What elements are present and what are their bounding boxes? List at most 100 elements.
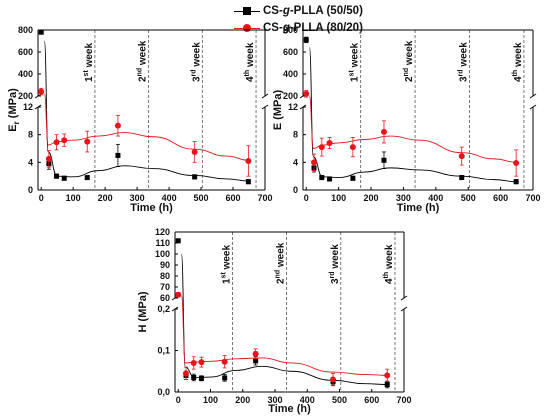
data-point-square	[191, 374, 197, 380]
y-axis-label: Er (MPa)	[7, 88, 21, 132]
data-point-circle	[513, 160, 520, 167]
x-tick-label: 500	[194, 193, 209, 203]
y-tick-label: 100	[155, 249, 170, 259]
x-tick-label: 100	[66, 193, 81, 203]
data-point-circle	[384, 372, 391, 379]
x-tick-label: 500	[332, 395, 347, 405]
x-axis-label: Time (h)	[268, 403, 311, 415]
x-tick-label: 400	[162, 193, 177, 203]
y-tick-label: 0	[293, 185, 298, 195]
y-tick-label: 0,2	[157, 304, 170, 314]
data-point-square	[303, 37, 309, 43]
y-tick-label: 4	[28, 157, 33, 167]
y-tick-label: 600	[18, 47, 33, 57]
data-point-circle	[190, 359, 197, 366]
x-tick-label: 600	[226, 193, 241, 203]
data-point-circle	[311, 159, 318, 166]
legend-entry-50-50: CS-g-PLLA (50/50)	[234, 2, 363, 19]
week-label: 4th week	[244, 42, 256, 82]
x-tick-label: 700	[525, 193, 540, 203]
fit-curve-red	[43, 93, 250, 161]
data-point-circle	[221, 358, 228, 365]
data-point-circle	[45, 155, 52, 162]
x-axis-label: Time (h)	[397, 202, 440, 214]
x-tick-label: 0	[304, 193, 309, 203]
data-point-square	[198, 375, 204, 381]
data-point-square	[222, 375, 228, 381]
week-label: 4th week	[383, 244, 395, 284]
x-tick-label: 400	[300, 395, 315, 405]
y-tick-label: 0,0	[157, 387, 170, 397]
data-point-circle	[330, 376, 337, 383]
axis-break-mark	[261, 93, 269, 99]
data-point-circle	[245, 157, 252, 164]
x-tick-label: 300	[396, 193, 411, 203]
fit-curve-red	[309, 95, 517, 163]
y-tick-label: 0,1	[157, 346, 170, 356]
fit-curve-red	[181, 295, 388, 376]
axis-break-mark	[529, 93, 537, 99]
legend-marker-circle	[234, 22, 260, 34]
y-tick-label: 0	[28, 185, 33, 195]
data-point-circle	[303, 90, 310, 97]
x-tick-label: 200	[98, 193, 113, 203]
fit-curve-black	[309, 47, 517, 183]
data-point-circle	[198, 359, 205, 366]
y-axis-label: E (MPa)	[272, 89, 284, 130]
data-point-circle	[84, 138, 91, 145]
data-point-square	[192, 174, 198, 180]
data-point-square	[253, 358, 259, 364]
data-point-circle	[175, 291, 182, 298]
x-tick-label: 100	[203, 395, 218, 405]
data-point-square	[350, 175, 356, 181]
y-tick-label: 110	[155, 238, 170, 248]
data-point-circle	[252, 350, 259, 357]
data-point-circle	[53, 139, 60, 146]
axis-break-mark	[529, 104, 537, 110]
data-point-circle	[326, 139, 333, 146]
y-tick-label: 400	[283, 69, 298, 79]
x-tick-label: 0	[39, 193, 44, 203]
x-tick-label: 300	[130, 193, 145, 203]
y-tick-label: 120	[155, 227, 170, 237]
axis-break-mark	[400, 306, 408, 312]
data-point-square	[459, 175, 465, 181]
y-tick-label: 600	[283, 47, 298, 57]
x-tick-label: 700	[257, 193, 272, 203]
y-tick-label: 800	[18, 25, 33, 35]
x-tick-label: 400	[428, 193, 443, 203]
week-label: 4th week	[512, 42, 524, 82]
week-label: 1st week	[349, 43, 361, 82]
y-tick-label: 8	[28, 130, 33, 140]
x-tick-label: 100	[331, 193, 346, 203]
legend-marker-square	[234, 5, 260, 17]
week-label: 3rd week	[190, 42, 202, 82]
y-tick-label: 400	[18, 69, 33, 79]
legend-label: CS-g-PLLA (50/50)	[263, 4, 363, 17]
data-point-circle	[182, 370, 189, 377]
data-point-square	[115, 152, 121, 158]
data-point-circle	[318, 144, 325, 151]
week-label: 2nd week	[275, 242, 287, 284]
data-point-circle	[380, 128, 387, 135]
y-tick-label: 4	[293, 157, 298, 167]
y-tick-label: 12	[288, 102, 298, 112]
x-tick-label: 0	[176, 395, 181, 405]
week-label: 1st week	[83, 43, 95, 82]
data-point-square	[61, 175, 67, 181]
x-tick-label: 200	[364, 193, 379, 203]
data-point-square	[327, 176, 333, 182]
data-point-circle	[38, 88, 45, 95]
y-tick-label: 12	[23, 102, 33, 112]
week-label: 3rd week	[329, 244, 341, 284]
data-point-square	[245, 179, 251, 185]
week-label: 1st week	[220, 245, 232, 284]
fit-curve-black	[181, 253, 388, 385]
data-point-square	[319, 175, 325, 181]
data-point-circle	[458, 153, 465, 160]
data-point-square	[513, 179, 519, 185]
week-label: 2nd week	[403, 40, 415, 82]
y-tick-label: 8	[293, 130, 298, 140]
